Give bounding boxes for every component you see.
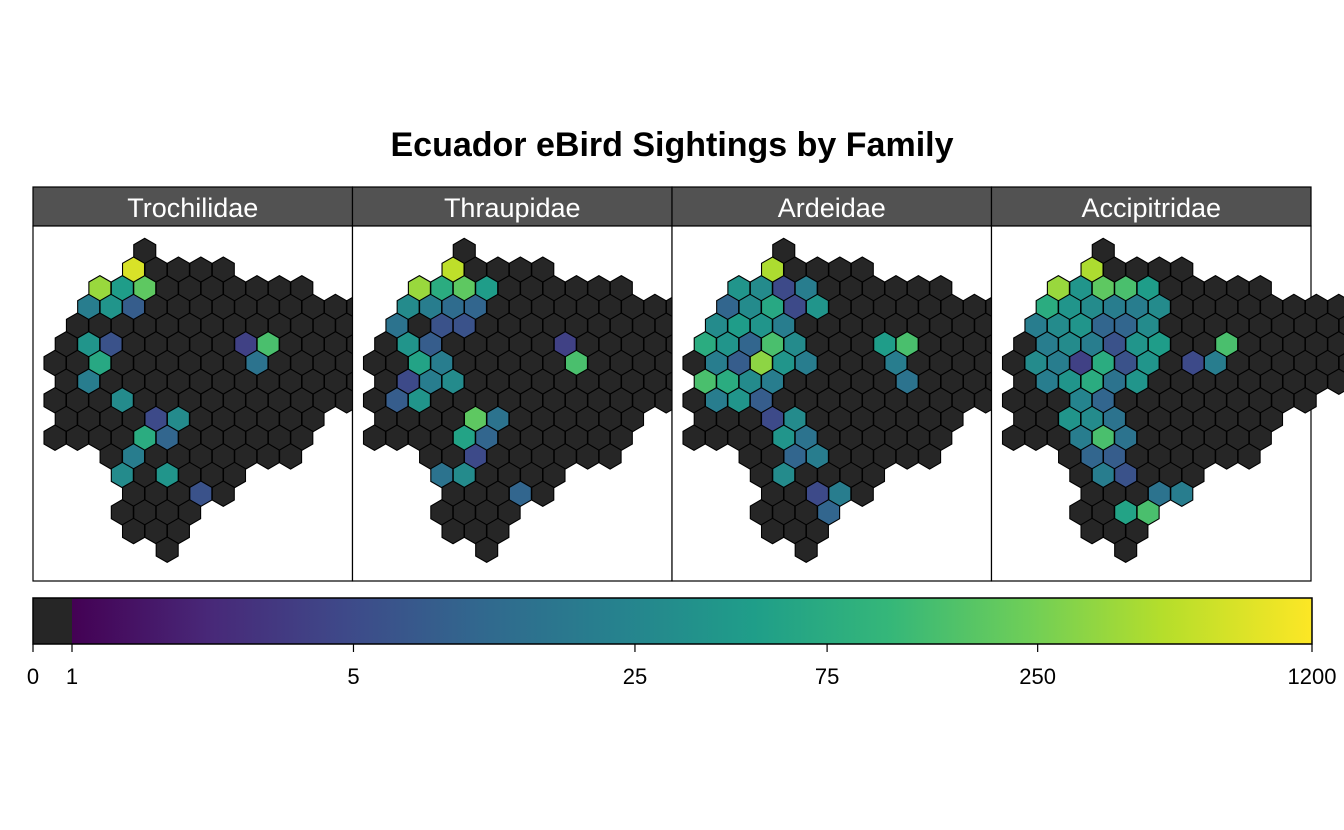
hex-cell bbox=[1170, 480, 1194, 508]
facet-strip bbox=[671, 186, 993, 227]
hex-cell bbox=[43, 424, 67, 452]
panel-ardeidae: Ardeidae bbox=[671, 186, 1076, 582]
hex-cell bbox=[475, 536, 499, 564]
hex-cell bbox=[1024, 424, 1048, 452]
hex-cell bbox=[362, 424, 387, 452]
colorbar-zero-segment bbox=[33, 598, 72, 644]
hex-cell bbox=[1215, 443, 1239, 470]
hex-cell bbox=[1114, 536, 1138, 564]
facet-strip-label: Trochilidae bbox=[127, 193, 258, 223]
colorbar-tick-label: 1 bbox=[66, 664, 78, 689]
hex-cell bbox=[1338, 353, 1344, 373]
facet-strip bbox=[32, 186, 354, 227]
hex-cell bbox=[279, 443, 303, 470]
hex-cell bbox=[1001, 424, 1026, 452]
facet-strip-label: Ardeidae bbox=[778, 193, 886, 223]
hex-cell bbox=[918, 443, 942, 470]
colorbar-frame bbox=[32, 597, 1313, 645]
hex-cell bbox=[531, 480, 555, 508]
hex-cell bbox=[598, 443, 622, 470]
colorbar-tick-label: 0 bbox=[27, 664, 39, 689]
colorbar-gradient bbox=[72, 598, 1312, 644]
hex-cell bbox=[1237, 443, 1261, 470]
facet-strip bbox=[990, 186, 1312, 227]
chart-title: Ecuador eBird Sightings by Family bbox=[391, 126, 954, 164]
colorbar-tick-label: 5 bbox=[347, 664, 359, 689]
colorbar-tick-label: 250 bbox=[1019, 664, 1056, 689]
colorbar-tick-label: 25 bbox=[623, 664, 647, 689]
hex-cell bbox=[576, 443, 600, 470]
hex-cell bbox=[256, 443, 280, 470]
facet-panels: Trochilidae Thraupidae Ardeidae Accipitrida… bbox=[32, 186, 1344, 582]
colorbar: 0 1 5 25 75 250 1200 bbox=[27, 597, 1337, 689]
hex-cell bbox=[850, 480, 874, 508]
hex-cell bbox=[1338, 315, 1344, 336]
facet-strip bbox=[351, 186, 673, 227]
hex-cell bbox=[794, 536, 818, 564]
facet-strip-label: Thraupidae bbox=[444, 193, 581, 223]
panel-accipitridae: Accipitridae bbox=[990, 186, 1344, 582]
hex-cell bbox=[155, 536, 179, 564]
hex-cell bbox=[385, 424, 409, 452]
hex-cell bbox=[682, 424, 706, 452]
hex-cell bbox=[895, 443, 919, 470]
colorbar-tick-label: 1200 bbox=[1288, 664, 1337, 689]
hex-cell bbox=[1293, 387, 1317, 414]
colorbar-ticks: 0 1 5 25 75 250 1200 bbox=[27, 644, 1337, 689]
hex-cell bbox=[704, 424, 728, 452]
hex-cell bbox=[65, 424, 89, 452]
hex-cell bbox=[1327, 368, 1344, 396]
colorbar-tick-label: 75 bbox=[815, 664, 839, 689]
facet-strip-label: Accipitridae bbox=[1081, 193, 1221, 223]
hex-cell bbox=[211, 480, 235, 508]
